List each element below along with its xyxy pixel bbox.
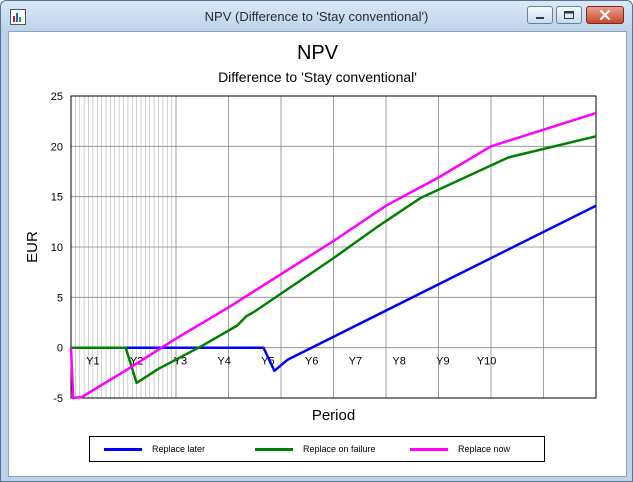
legend-item-replace-later: Replace later: [104, 437, 205, 461]
y-axis-label: EUR: [24, 231, 41, 263]
x-tick-label: Y6: [305, 356, 318, 368]
minimize-button[interactable]: [527, 6, 553, 24]
minimize-icon: [536, 17, 544, 19]
window-title: NPV (Difference to 'Stay conventional'): [204, 9, 429, 24]
x-tick-label: Y8: [392, 356, 405, 368]
chart-app-icon[interactable]: [10, 9, 26, 25]
chart-area: NPV Difference to 'Stay conventional' -5…: [8, 31, 627, 477]
plot-frame: [70, 95, 597, 399]
legend-item-replace-now: Replace now: [410, 437, 510, 461]
x-tick-label: Y10: [477, 356, 497, 368]
x-tick-label: Y7: [349, 356, 362, 368]
x-tick-label: Y9: [436, 356, 449, 368]
legend-swatch-replace-later: [104, 447, 142, 451]
series-line-replace-now: [69, 111, 597, 400]
y-tick-label: 25: [51, 91, 63, 103]
legend-label-replace-on-failure: Replace on failure: [303, 444, 376, 454]
x-tick-label: Y1: [86, 356, 99, 368]
chart-title: NPV: [296, 42, 339, 64]
x-axis-label: Period: [312, 407, 355, 424]
x-tick-label: Y4: [217, 356, 230, 368]
close-icon: [599, 9, 611, 21]
y-tick-label: -5: [53, 393, 63, 405]
maximize-button[interactable]: [556, 6, 582, 24]
chart-subtitle: Difference to 'Stay conventional': [218, 69, 417, 85]
y-tick-label: 10: [51, 242, 63, 254]
legend-swatch-replace-now: [410, 447, 448, 451]
y-tick-label: 15: [51, 192, 63, 204]
y-tick-label: 20: [51, 141, 63, 153]
title-bar[interactable]: NPV (Difference to 'Stay conventional'): [1, 1, 632, 31]
chart-legend: Replace later Replace on failure Replace…: [89, 436, 545, 462]
legend-item-replace-on-failure: Replace on failure: [255, 437, 376, 461]
close-button[interactable]: [586, 6, 624, 24]
maximize-icon: [564, 11, 574, 19]
legend-swatch-replace-on-failure: [255, 447, 293, 451]
series-line-replace-on-failure: [71, 135, 597, 385]
y-tick-label: 5: [57, 292, 63, 304]
legend-label-replace-now: Replace now: [458, 444, 511, 454]
y-tick-label: 0: [57, 343, 63, 355]
legend-label-replace-later: Replace later: [152, 444, 206, 454]
